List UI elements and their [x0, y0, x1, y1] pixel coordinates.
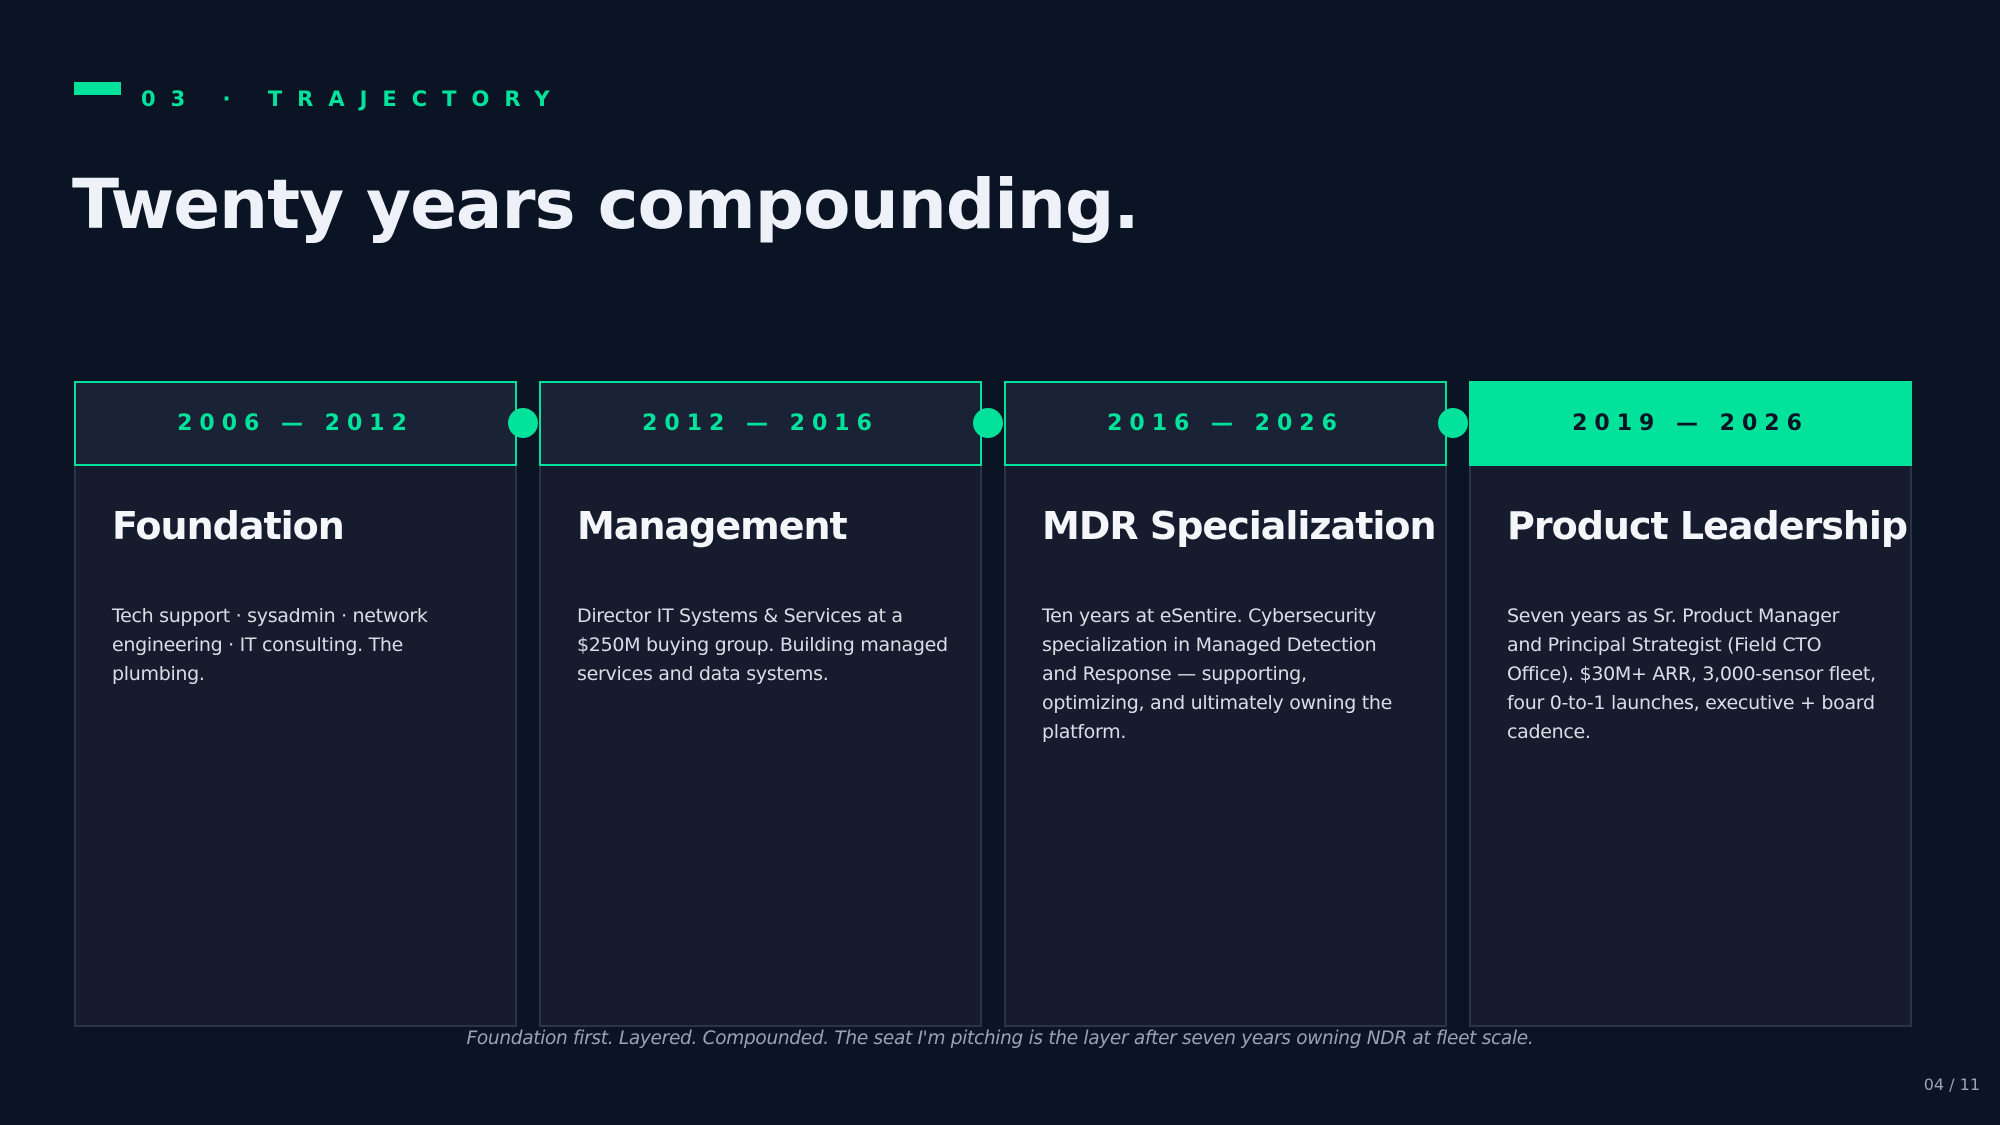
phase-card-foundation: 2006 — 2012 Foundation Tech support · sy… [74, 381, 517, 1027]
phase-card-mdr-specialization: 2016 — 2026 MDR Specialization Ten years… [1004, 381, 1447, 1027]
phase-title: MDR Specialization [1042, 504, 1437, 548]
phase-years: 2006 — 2012 [74, 381, 517, 466]
phase-years: 2016 — 2026 [1004, 381, 1447, 466]
phase-card-management: 2012 — 2016 Management Director IT Syste… [539, 381, 982, 1027]
page-number: 04 / 11 [1923, 1075, 1980, 1094]
timeline-connector-dot [1438, 408, 1468, 438]
section-kicker: 03 · TRAJECTORY [141, 87, 565, 111]
timeline-connector-dot [508, 408, 538, 438]
phase-years: 2012 — 2016 [539, 381, 982, 466]
phase-title: Foundation [112, 504, 345, 548]
phase-title: Management [577, 504, 848, 548]
phase-years-highlighted: 2019 — 2026 [1469, 381, 1912, 466]
phase-title: Product Leadership [1507, 504, 1908, 548]
phase-card-product-leadership: 2019 — 2026 Product Leadership Seven yea… [1469, 381, 1912, 1027]
timeline-connector-dot [973, 408, 1003, 438]
phase-description: Director IT Systems & Services at a $250… [577, 605, 948, 685]
phase-description: Tech support · sysadmin · network engine… [112, 605, 428, 685]
phase-description: Ten years at eSentire. Cybersecurity spe… [1042, 605, 1393, 743]
phase-description: Seven years as Sr. Product Manager and P… [1507, 605, 1876, 743]
kicker-accent-bar [74, 82, 121, 95]
footnote: Foundation first. Layered. Compounded. T… [466, 1028, 1534, 1049]
slide-title: Twenty years compounding. [72, 165, 1140, 245]
